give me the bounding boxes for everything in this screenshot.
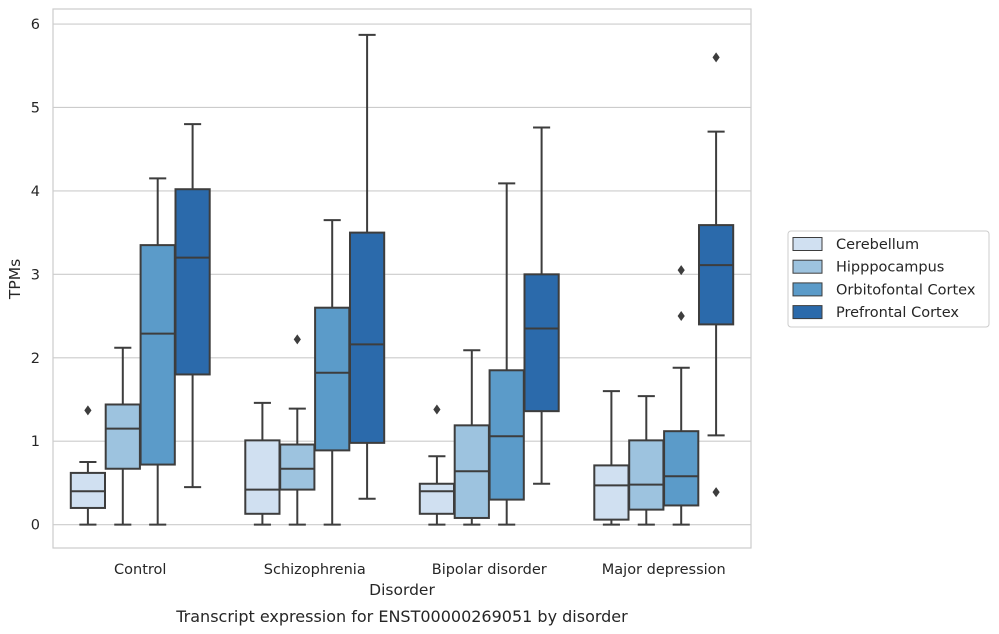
outlier-point: [293, 334, 301, 345]
y-tick-label: 6: [31, 17, 40, 33]
outlier-point: [712, 487, 720, 498]
x-tick-label: Control: [114, 562, 166, 578]
box-cerebellum-3: [593, 390, 630, 526]
box-body: [348, 231, 386, 444]
box-cerebellum-0: [69, 405, 107, 526]
x-axis-ticks: Control Schizophrenia Bipolar disorder Majo…: [114, 562, 726, 578]
box-hipppocampus-0: [104, 346, 141, 526]
box-body: [314, 306, 351, 452]
outlier-point: [84, 405, 92, 416]
outlier-point: [712, 52, 720, 63]
x-tick-label: Schizophrenia: [264, 562, 366, 578]
box-body: [488, 369, 525, 501]
box-cerebellum-1: [244, 401, 281, 526]
legend-label: Orbitofontal Cortex: [836, 282, 976, 298]
box-hipppocampus-2: [453, 349, 490, 526]
y-axis-ticks: 0 1 2 3 4 5 6: [31, 17, 40, 534]
legend-swatch: [792, 305, 823, 320]
outlier-point: [677, 311, 685, 322]
legend-frame: [787, 230, 990, 328]
y-tick-label: 2: [31, 351, 40, 367]
legend-swatch: [792, 282, 823, 297]
box-body: [279, 443, 316, 491]
box-orbitofontal-cortex-0: [139, 177, 176, 526]
box-body: [628, 439, 665, 511]
box-body: [174, 188, 211, 376]
legend-label: Hipppocampus: [836, 260, 944, 276]
chart-caption: Transcript expression for ENST0000026905…: [175, 607, 628, 626]
box-prefrontal-cortex-3: [697, 52, 735, 498]
y-tick-label: 5: [31, 100, 40, 116]
x-tick-label: Bipolar disorder: [432, 562, 547, 578]
box-body: [139, 244, 176, 466]
y-tick-label: 0: [31, 518, 40, 534]
box-cerebellum-2: [418, 404, 456, 526]
box-hipppocampus-1: [279, 334, 316, 526]
outlier-point: [433, 404, 441, 415]
x-tick-label: Major depression: [602, 562, 726, 578]
box-prefrontal-cortex-1: [348, 33, 386, 500]
box-orbitofontal-cortex-3: [663, 265, 700, 526]
legend-label: Prefrontal Cortex: [836, 305, 959, 321]
box-body: [697, 224, 735, 326]
plot-frame: [52, 8, 752, 549]
outlier-point: [677, 265, 685, 276]
y-tick-label: 1: [31, 434, 40, 450]
legend-swatch: [792, 237, 823, 251]
box-body: [418, 482, 456, 515]
box-hipppocampus-3: [628, 395, 665, 526]
y-tick-label: 3: [31, 267, 40, 283]
box-orbitofontal-cortex-1: [314, 219, 351, 526]
box-body: [104, 403, 141, 470]
box-prefrontal-cortex-2: [523, 126, 560, 485]
legend-swatch: [792, 259, 823, 274]
x-axis-label: Disorder: [369, 581, 435, 599]
box-prefrontal-cortex-0: [174, 123, 211, 489]
y-tick-label: 4: [31, 184, 40, 200]
legend-label: Cerebellum: [836, 237, 919, 253]
y-axis-label: TPMs: [6, 259, 24, 300]
box-body: [593, 464, 630, 521]
plot-area: [69, 33, 735, 526]
box-body: [244, 439, 281, 515]
box-body: [523, 273, 560, 413]
box-body: [663, 430, 700, 507]
legend: Cerebellum Hipppocampus Orbitofontal Corte…: [787, 230, 990, 328]
box-orbitofontal-cortex-2: [488, 182, 525, 526]
